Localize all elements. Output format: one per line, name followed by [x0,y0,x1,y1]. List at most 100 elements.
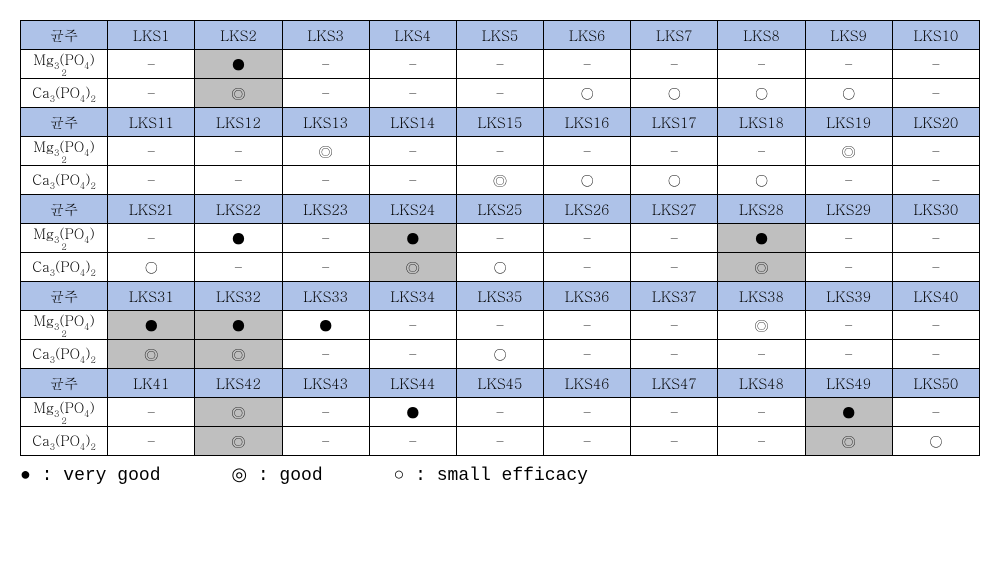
data-cell: – [544,427,631,456]
data-cell: ○ [892,427,979,456]
data-cell: ● [369,398,456,427]
data-cell: – [456,398,543,427]
data-cell: – [369,137,456,166]
data-cell: ○ [631,79,718,108]
data-cell: – [108,79,195,108]
data-cell: ◎ [195,340,282,369]
data-cell: – [456,137,543,166]
column-header: LKS50 [892,369,979,398]
data-cell: – [631,137,718,166]
column-header: LKS2 [195,21,282,50]
data-cell: ○ [631,166,718,195]
row-label-ca: Ca3(PO4)2 [21,79,108,108]
column-header: LKS49 [805,369,892,398]
column-header: LKS19 [805,108,892,137]
data-cell: – [718,137,805,166]
data-cell: ○ [805,79,892,108]
column-header: LKS1 [108,21,195,50]
column-header: LKS21 [108,195,195,224]
column-header: LK41 [108,369,195,398]
row-label-ca: Ca3(PO4)2 [21,166,108,195]
strain-header: 균주 [21,21,108,50]
data-cell: – [892,137,979,166]
row-label-mg: Mg3(PO4)2 [21,398,108,427]
data-cell: – [805,166,892,195]
data-cell: – [456,224,543,253]
column-header: LKS30 [892,195,979,224]
data-cell: ● [108,311,195,340]
column-header: LKS16 [544,108,631,137]
data-cell: – [108,427,195,456]
column-header: LKS6 [544,21,631,50]
legend: ● : very good ◎ : good ○ : small efficac… [20,464,980,486]
data-cell: – [892,50,979,79]
column-header: LKS29 [805,195,892,224]
row-label-mg: Mg3(PO4)2 [21,311,108,340]
data-cell: – [369,311,456,340]
data-cell: – [631,50,718,79]
column-header: LKS26 [544,195,631,224]
data-cell: ◎ [805,427,892,456]
legend-very-good: ● : very good [20,464,161,486]
data-cell: – [282,340,369,369]
data-cell: – [282,166,369,195]
column-header: LKS37 [631,282,718,311]
data-cell: – [108,50,195,79]
data-cell: ◎ [805,137,892,166]
data-cell: ● [195,50,282,79]
data-cell: – [282,398,369,427]
data-cell: – [892,398,979,427]
column-header: LKS23 [282,195,369,224]
data-cell: ◎ [195,79,282,108]
data-cell: – [805,224,892,253]
column-header: LKS36 [544,282,631,311]
data-cell: – [718,398,805,427]
column-header: LKS10 [892,21,979,50]
legend-double-circle-icon: ◎ [231,464,247,484]
data-cell: – [456,50,543,79]
data-cell: – [544,50,631,79]
column-header: LKS25 [456,195,543,224]
data-cell: – [456,311,543,340]
data-cell: – [631,427,718,456]
data-cell: – [456,79,543,108]
column-header: LKS20 [892,108,979,137]
data-cell: – [369,166,456,195]
data-cell: – [282,427,369,456]
data-cell: – [369,427,456,456]
data-cell: – [544,253,631,282]
column-header: LKS39 [805,282,892,311]
column-header: LKS31 [108,282,195,311]
data-cell: ◎ [718,253,805,282]
data-cell: – [805,340,892,369]
data-cell: ◎ [282,137,369,166]
data-cell: ● [195,311,282,340]
data-cell: – [805,311,892,340]
legend-filled-circle-icon: ● [20,464,31,484]
data-cell: – [631,398,718,427]
data-cell: – [108,224,195,253]
row-label-mg: Mg3(PO4)2 [21,224,108,253]
data-cell: – [892,253,979,282]
efficacy-table: 균주LKS1LKS2LKS3LKS4LKS5LKS6LKS7LKS8LKS9LK… [20,20,980,456]
column-header: LKS12 [195,108,282,137]
strain-header: 균주 [21,108,108,137]
data-cell: ◎ [195,427,282,456]
row-label-mg: Mg3(PO4)2 [21,137,108,166]
data-cell: ● [805,398,892,427]
column-header: LKS35 [456,282,543,311]
column-header: LKS22 [195,195,282,224]
data-cell: ● [369,224,456,253]
data-cell: – [544,224,631,253]
column-header: LKS17 [631,108,718,137]
column-header: LKS8 [718,21,805,50]
data-cell: – [108,137,195,166]
row-label-ca: Ca3(PO4)2 [21,340,108,369]
row-label-ca: Ca3(PO4)2 [21,253,108,282]
data-cell: – [805,50,892,79]
data-cell: ◎ [456,166,543,195]
data-cell: ○ [108,253,195,282]
column-header: LKS5 [456,21,543,50]
data-cell: – [282,79,369,108]
column-header: LKS38 [718,282,805,311]
